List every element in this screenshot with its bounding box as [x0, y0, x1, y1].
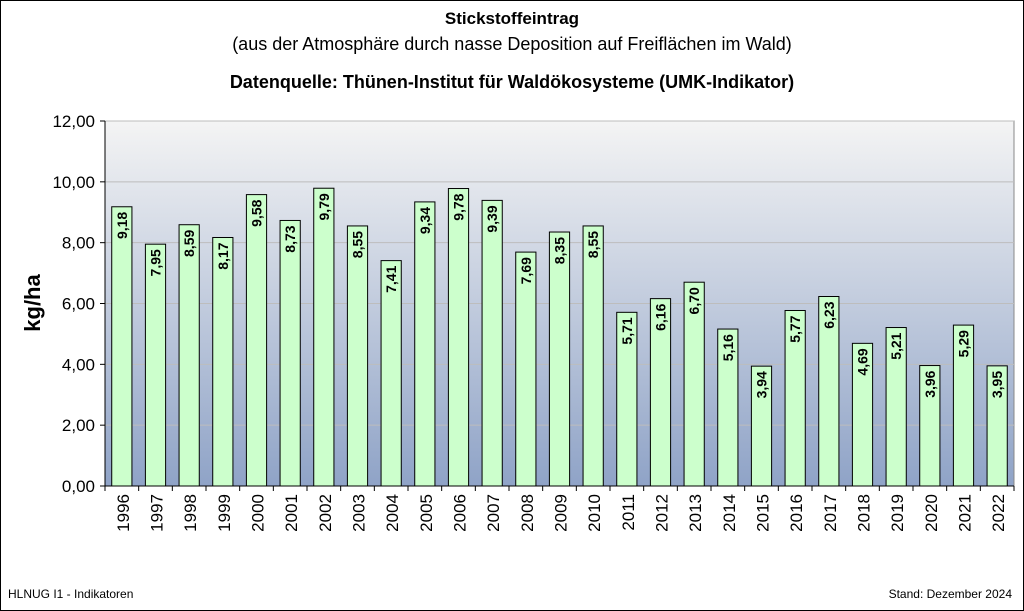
bar-2001 [279, 219, 301, 487]
data-label-2017: 6,23 [821, 301, 837, 328]
x-tick-label: 2005 [417, 494, 436, 532]
bar-2003 [346, 225, 369, 487]
y-tick-label: 6,00 [62, 295, 95, 314]
y-tick-label: 8,00 [62, 234, 95, 253]
data-label-2013: 6,70 [686, 287, 702, 314]
x-tick-label: 2022 [989, 494, 1008, 532]
bar-2010 [582, 225, 604, 487]
y-axis-label: kg/ha [20, 274, 45, 332]
data-label-1996: 9,18 [114, 212, 130, 239]
x-tick-label: 1996 [114, 494, 133, 532]
bar-1996 [111, 206, 133, 487]
x-tick-label: 2001 [282, 494, 301, 532]
data-label-2016: 5,77 [787, 315, 803, 342]
x-tick-label: 2015 [754, 494, 773, 532]
bar-2000 [245, 194, 268, 487]
bar-1999 [212, 236, 234, 487]
data-label-2008: 7,69 [518, 257, 534, 284]
y-axis: 0,00 2,00 4,00 6,00 8,00 10,00 12,00 [52, 112, 106, 496]
bar-2006 [447, 188, 470, 487]
data-label-2019: 5,21 [888, 332, 904, 359]
bar-1998 [178, 224, 200, 487]
data-label-2020: 3,96 [922, 370, 938, 397]
bar-2008 [515, 251, 537, 487]
data-label-2014: 5,16 [720, 334, 736, 361]
x-tick-label: 1999 [215, 494, 234, 532]
footer-right: Stand: Dezember 2024 [888, 587, 1012, 601]
x-tick-label: 2012 [653, 494, 672, 532]
x-tick-label: 2016 [787, 494, 806, 532]
data-label-2012: 6,16 [653, 303, 669, 330]
data-label-1999: 8,17 [215, 242, 231, 269]
data-label-2022: 3,95 [989, 371, 1005, 398]
data-label-2011: 5,71 [619, 317, 635, 344]
y-tick-label: 10,00 [52, 173, 95, 192]
y-tick-label: 4,00 [62, 355, 95, 374]
data-label-2009: 8,35 [552, 237, 568, 264]
x-tick-label: 2011 [619, 494, 638, 531]
x-tick-label: 2000 [249, 494, 268, 532]
x-tick-label: 2003 [350, 494, 369, 532]
chart-subtitle: (aus der Atmosphäre durch nasse Depositi… [232, 34, 792, 54]
y-tick-label: 2,00 [62, 416, 95, 435]
data-label-2006: 9,78 [451, 193, 467, 220]
x-axis: 1996 1997 1998 1999 2000 2001 2002 2003 2004 2005… [104, 485, 1015, 532]
x-tick-label: 2007 [484, 494, 503, 532]
x-tick-label: 1998 [181, 494, 200, 532]
data-label-2004: 7,41 [383, 265, 399, 292]
x-tick-label: 2014 [720, 494, 739, 532]
chart-title: Stickstoffeintrag [444, 9, 580, 28]
data-label-2003: 8,55 [350, 231, 366, 258]
bar-2002 [313, 187, 335, 487]
bar-2004 [380, 260, 402, 487]
data-label-2002: 9,79 [316, 193, 332, 220]
x-tick-label: 2020 [922, 494, 941, 532]
y-tick-label: 0,00 [62, 477, 95, 496]
y-tick-label: 12,00 [52, 112, 95, 131]
x-tick-label: 2010 [585, 494, 604, 532]
data-label-1997: 7,95 [148, 249, 164, 276]
x-tick-label: 2002 [316, 494, 335, 532]
x-tick-label: 2017 [821, 494, 840, 532]
chart-source: Datenquelle: Thünen-Institut für Waldöko… [229, 72, 795, 92]
x-tick-label: 2009 [552, 494, 571, 532]
data-label-2010: 8,55 [585, 231, 601, 258]
data-label-2000: 9,58 [249, 199, 265, 226]
data-label-2001: 8,73 [282, 225, 298, 252]
data-label-2021: 5,29 [956, 330, 972, 357]
x-tick-label: 2013 [686, 494, 705, 532]
x-tick-label: 2019 [888, 494, 907, 532]
x-tick-label: 2018 [855, 494, 874, 532]
bar-2005 [414, 201, 436, 487]
x-tick-label: 1997 [148, 494, 167, 532]
x-tick-label: 2006 [451, 494, 470, 532]
data-label-2005: 9,34 [417, 207, 433, 234]
footer-left: HLNUG I1 - Indikatoren [8, 587, 134, 601]
data-label-2018: 4,69 [855, 348, 871, 375]
data-label-1998: 8,59 [181, 230, 197, 257]
bar-2007 [481, 199, 503, 487]
data-label-2007: 9,39 [484, 205, 500, 232]
bar-1997 [144, 243, 167, 487]
x-tick-label: 2008 [518, 494, 537, 532]
x-tick-label: 2004 [383, 494, 402, 532]
bar-2009 [548, 231, 571, 487]
data-label-2015: 3,94 [754, 371, 770, 398]
x-tick-label: 2021 [956, 494, 975, 532]
